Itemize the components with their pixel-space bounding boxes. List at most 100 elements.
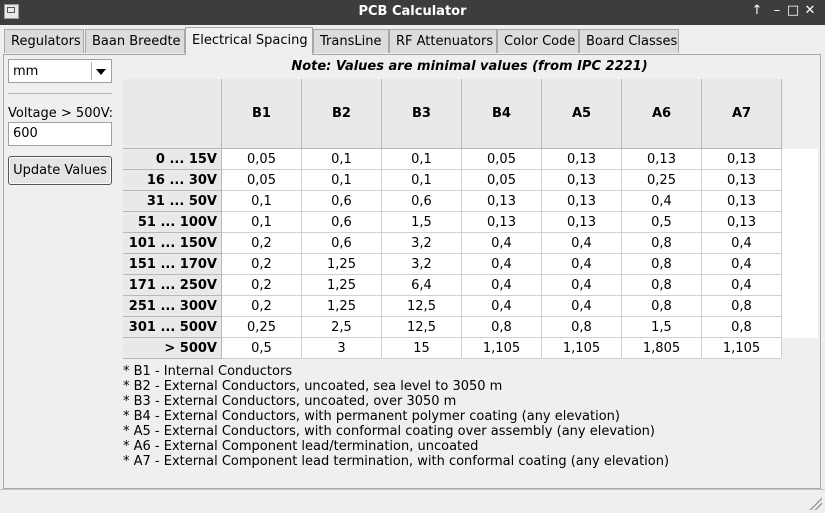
table-cell[interactable]: 0,13 [542, 149, 622, 170]
table-cell[interactable]: 0,5 [222, 338, 302, 359]
column-header-b1: B1 [222, 79, 302, 149]
row-header: 151 ... 170V [123, 254, 222, 275]
tab-rf-attenuators[interactable]: RF Attenuators [389, 29, 497, 53]
table-cell[interactable]: 0,1 [302, 170, 382, 191]
close-icon[interactable]: ✕ [804, 3, 816, 18]
minimize-icon[interactable]: – [773, 3, 781, 18]
table-cell[interactable]: 1,25 [302, 254, 382, 275]
table-cell[interactable]: 0,1 [222, 191, 302, 212]
table-row-filler [782, 254, 818, 275]
table-cell[interactable]: 0,8 [702, 317, 782, 338]
table-cell[interactable]: 3,2 [382, 233, 462, 254]
table-corner-header [123, 79, 222, 149]
table-cell[interactable]: 0,6 [302, 191, 382, 212]
table-cell[interactable]: 15 [382, 338, 462, 359]
tab-transline[interactable]: TransLine [313, 29, 389, 53]
table-cell[interactable]: 0,8 [462, 317, 542, 338]
tab-regulators[interactable]: Regulators [4, 29, 84, 53]
table-cell[interactable]: 0,4 [542, 296, 622, 317]
table-cell[interactable]: 0,13 [542, 191, 622, 212]
tab-color-code[interactable]: Color Code [497, 29, 579, 53]
column-header-b4: B4 [462, 79, 542, 149]
table-cell[interactable]: 0,4 [542, 275, 622, 296]
table-cell[interactable]: 0,4 [462, 296, 542, 317]
table-cell[interactable]: 0,8 [622, 296, 702, 317]
table-cell[interactable]: 0,6 [302, 233, 382, 254]
keep-above-icon[interactable]: ↑ [751, 3, 763, 18]
table-cell[interactable]: 1,105 [702, 338, 782, 359]
table-cell[interactable]: 0,13 [462, 212, 542, 233]
table-cell[interactable]: 0,2 [222, 254, 302, 275]
table-cell[interactable]: 0,8 [542, 317, 622, 338]
chevron-down-icon[interactable] [91, 62, 109, 80]
table-cell[interactable]: 0,25 [622, 170, 702, 191]
row-header: 0 ... 15V [123, 149, 222, 170]
tab-electrical-spacing[interactable]: Electrical Spacing [185, 27, 313, 55]
table-cell[interactable]: 3,2 [382, 254, 462, 275]
table-cell[interactable]: 0,4 [702, 233, 782, 254]
table-cell[interactable]: 0,4 [702, 254, 782, 275]
voltage-input[interactable]: 600 [8, 122, 112, 146]
update-values-button[interactable]: Update Values [8, 156, 112, 185]
table-cell[interactable]: 0,8 [622, 233, 702, 254]
table-cell[interactable]: 0,05 [462, 149, 542, 170]
table-cell[interactable]: 0,4 [622, 191, 702, 212]
table-cell[interactable]: 0,05 [462, 170, 542, 191]
table-cell[interactable]: 12,5 [382, 317, 462, 338]
table-cell[interactable]: 6,4 [382, 275, 462, 296]
table-cell[interactable]: 1,25 [302, 296, 382, 317]
table-cell[interactable]: 0,8 [622, 254, 702, 275]
table-cell[interactable]: 1,105 [462, 338, 542, 359]
table-cell[interactable]: 0,1 [382, 149, 462, 170]
table-cell[interactable]: 0,1 [222, 212, 302, 233]
table-cell[interactable]: 0,13 [462, 191, 542, 212]
table-cell[interactable]: 0,8 [622, 275, 702, 296]
table-cell[interactable]: 0,4 [462, 275, 542, 296]
tab-baan-breedte[interactable]: Baan Breedte [85, 29, 185, 53]
table-cell[interactable]: 0,2 [222, 233, 302, 254]
resize-grip-icon[interactable] [808, 496, 822, 510]
table-cell[interactable]: 0,13 [622, 149, 702, 170]
tab-label: RF Attenuators [396, 34, 494, 49]
maximize-icon[interactable]: □ [786, 3, 800, 18]
table-cell[interactable]: 0,25 [222, 317, 302, 338]
table-cell[interactable]: 0,8 [702, 296, 782, 317]
table-cell[interactable]: 0,4 [702, 275, 782, 296]
table-cell[interactable]: 1,105 [542, 338, 622, 359]
table-cell[interactable]: 0,2 [222, 275, 302, 296]
table-cell[interactable]: 12,5 [382, 296, 462, 317]
tab-label: Baan Breedte [92, 34, 181, 49]
table-cell[interactable]: 0,4 [542, 233, 622, 254]
table-cell[interactable]: 0,05 [222, 149, 302, 170]
table-cell[interactable]: 0,13 [702, 212, 782, 233]
table-cell[interactable]: 0,4 [462, 233, 542, 254]
unit-select[interactable]: mm [8, 59, 112, 83]
table-cell[interactable]: 0,13 [702, 149, 782, 170]
table-cell[interactable]: 0,4 [542, 254, 622, 275]
table-cell[interactable]: 0,1 [382, 170, 462, 191]
tab-label: Color Code [504, 34, 576, 49]
table-cell[interactable]: 0,4 [462, 254, 542, 275]
table-cell[interactable]: 2,5 [302, 317, 382, 338]
table-cell[interactable]: 3 [302, 338, 382, 359]
table-cell[interactable]: 0,6 [302, 212, 382, 233]
table-cell[interactable]: 0,1 [302, 149, 382, 170]
tab-board-classes[interactable]: Board Classes [579, 29, 679, 53]
tab-label: Regulators [11, 34, 81, 49]
table-cell[interactable]: 1,5 [622, 317, 702, 338]
table-cell[interactable]: 1,25 [302, 275, 382, 296]
table-cell[interactable]: 0,2 [222, 296, 302, 317]
table-cell[interactable]: 0,13 [702, 170, 782, 191]
legend-item: * A7 - External Component lead terminati… [123, 454, 670, 469]
table-cell[interactable]: 1,805 [622, 338, 702, 359]
table-cell[interactable]: 0,05 [222, 170, 302, 191]
table-cell[interactable]: 1,5 [382, 212, 462, 233]
table-row-filler [782, 212, 818, 233]
window-title: PCB Calculator [358, 4, 467, 19]
table-cell[interactable]: 0,6 [382, 191, 462, 212]
table-cell[interactable]: 0,13 [542, 212, 622, 233]
table-cell[interactable]: 0,5 [622, 212, 702, 233]
row-header: 301 ... 500V [123, 317, 222, 338]
table-cell[interactable]: 0,13 [542, 170, 622, 191]
table-cell[interactable]: 0,13 [702, 191, 782, 212]
